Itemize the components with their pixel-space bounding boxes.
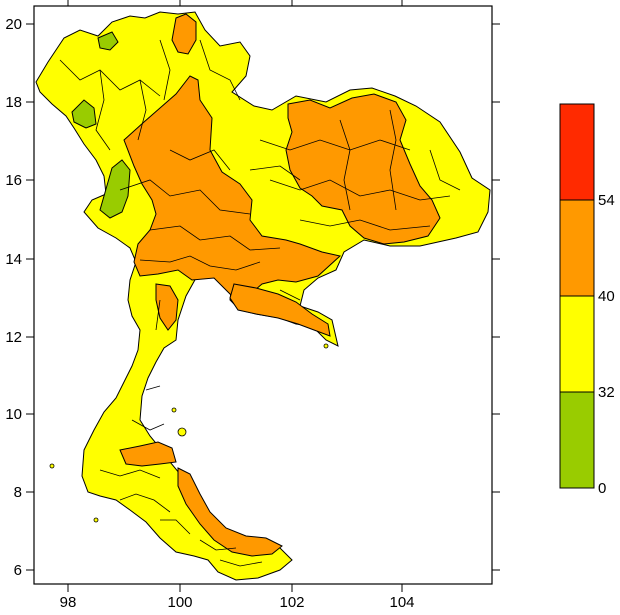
legend-label: 40	[598, 288, 615, 305]
green-patch-north	[97, 31, 119, 51]
y-tick-label: 12	[5, 329, 22, 346]
orange-east-coast	[229, 283, 331, 337]
y-tick-label: 10	[5, 406, 22, 423]
x-tick-label: 98	[60, 594, 77, 610]
province-boundaries	[59, 39, 461, 567]
legend-label: 0	[598, 480, 606, 497]
x-axis: 98 100 102 104	[60, 0, 415, 611]
legend-band-orange	[559, 199, 595, 297]
y-tick-label: 8	[14, 484, 22, 501]
x-tick-label: 102	[279, 594, 304, 610]
legend-label: 54	[598, 192, 615, 209]
islands	[49, 343, 329, 523]
orange-north-strip	[171, 13, 197, 55]
orange-central	[123, 75, 342, 297]
orange-peninsula-east	[177, 467, 283, 557]
orange-peninsula-mid	[119, 441, 177, 467]
orange-peninsula-upper	[155, 283, 179, 331]
y-tick-label: 16	[5, 172, 22, 189]
y-tick-label: 18	[5, 94, 22, 111]
y-axis: 20 18 16 14 12 10 8 6	[5, 16, 500, 579]
map-land	[35, 11, 491, 581]
y-tick-label: 20	[5, 16, 22, 33]
green-patch-west	[71, 99, 97, 129]
legend-band-yellow	[559, 295, 595, 393]
y-tick-label: 6	[14, 562, 22, 579]
color-legend: 54 40 32 0	[559, 103, 615, 497]
x-tick-label: 104	[389, 594, 414, 610]
orange-northeast	[285, 93, 441, 245]
y-tick-label: 14	[5, 251, 22, 268]
legend-band-green	[559, 391, 595, 489]
legend-label: 32	[598, 384, 615, 401]
legend-band-red	[559, 103, 595, 201]
x-tick-label: 100	[167, 594, 192, 610]
green-patch-border	[99, 159, 131, 219]
